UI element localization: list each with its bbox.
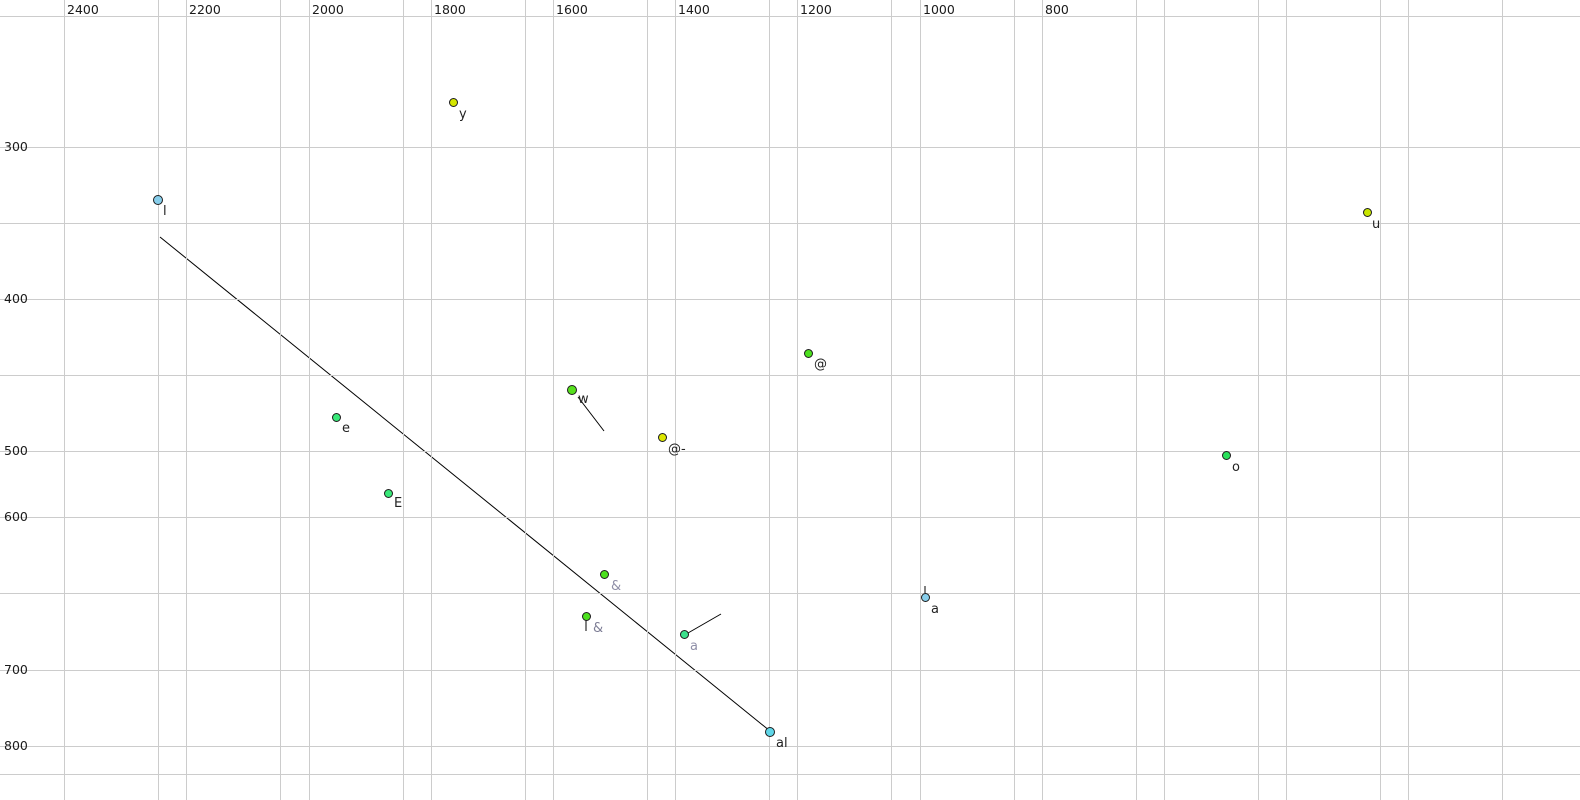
grid-line-vertical	[1042, 0, 1043, 800]
grid-line-vertical	[186, 0, 187, 800]
data-point[interactable]	[803, 348, 813, 358]
grid-line-vertical	[891, 0, 892, 800]
data-point-label: w	[578, 392, 589, 407]
x-axis-tick-label: 2200	[189, 2, 221, 17]
data-point[interactable]	[1362, 207, 1372, 217]
data-point-label: @-	[668, 442, 686, 457]
grid-line-horizontal	[0, 147, 1580, 148]
data-point[interactable]	[567, 385, 577, 395]
segment-a	[687, 613, 722, 634]
grid-line-horizontal	[0, 451, 1580, 452]
grid-line-horizontal	[0, 223, 1580, 224]
data-point[interactable]	[331, 412, 341, 422]
grid-line-horizontal	[0, 593, 1580, 594]
grid-line-horizontal	[0, 746, 1580, 747]
x-axis-tick-label: 1200	[800, 2, 832, 17]
grid-line-horizontal	[0, 16, 1580, 17]
x-axis-tick-label: 1600	[556, 2, 588, 17]
grid-line-vertical	[1286, 0, 1287, 800]
data-point[interactable]	[1221, 450, 1231, 460]
grid-line-vertical	[158, 0, 159, 800]
data-point[interactable]	[920, 592, 930, 602]
y-axis-tick-label: 400	[4, 291, 28, 306]
y-axis-tick-label: 800	[4, 738, 28, 753]
data-point-label: o	[1232, 460, 1240, 475]
data-point[interactable]	[383, 488, 393, 498]
grid-line-vertical	[1164, 0, 1165, 800]
data-point-label: y	[459, 107, 467, 122]
data-point[interactable]	[448, 97, 458, 107]
y-axis-tick-label: 700	[4, 662, 28, 677]
data-point[interactable]	[599, 569, 609, 579]
x-axis-tick-label: 1400	[678, 2, 710, 17]
grid-line-vertical	[309, 0, 310, 800]
data-point-label: a	[931, 602, 939, 617]
data-point-label: l	[163, 204, 167, 219]
trend-line-l-al	[159, 236, 771, 732]
x-axis-tick-label: 800	[1045, 2, 1069, 17]
grid-line-vertical	[1014, 0, 1015, 800]
grid-line-vertical	[1380, 0, 1381, 800]
grid-line-horizontal	[0, 299, 1580, 300]
x-axis-tick-label: 1800	[434, 2, 466, 17]
grid-line-horizontal	[0, 375, 1580, 376]
data-point[interactable]	[581, 611, 591, 621]
grid-line-vertical	[1258, 0, 1259, 800]
grid-line-vertical	[403, 0, 404, 800]
data-point[interactable]	[679, 629, 689, 639]
grid-line-vertical	[64, 0, 65, 800]
data-point-label: E	[394, 496, 403, 511]
y-axis-tick-label: 500	[4, 443, 28, 458]
data-point[interactable]	[657, 432, 667, 442]
grid-line-vertical	[1502, 0, 1503, 800]
grid-line-vertical	[675, 0, 676, 800]
data-point[interactable]	[153, 195, 163, 205]
x-axis-tick-label: 2000	[312, 2, 344, 17]
data-point-label: &	[611, 579, 622, 594]
grid-line-vertical	[525, 0, 526, 800]
y-axis-tick-label: 600	[4, 509, 28, 524]
x-axis-tick-label: 2400	[67, 2, 99, 17]
data-point-label: u	[1372, 217, 1381, 232]
grid-line-vertical	[431, 0, 432, 800]
y-axis-tick-label: 300	[4, 139, 28, 154]
grid-line-vertical	[797, 0, 798, 800]
data-point-label: e	[342, 421, 350, 436]
grid-line-vertical	[920, 0, 921, 800]
grid-line-horizontal	[0, 670, 1580, 671]
data-point-label: &	[593, 621, 604, 636]
data-point[interactable]	[765, 727, 775, 737]
grid-line-vertical	[647, 0, 648, 800]
data-point-label: @	[814, 357, 827, 372]
data-point-label: al	[776, 736, 788, 751]
grid-line-vertical	[1136, 0, 1137, 800]
grid-line-vertical	[1408, 0, 1409, 800]
grid-line-vertical	[280, 0, 281, 800]
data-point-label: a	[690, 639, 698, 654]
x-axis-tick-label: 1000	[923, 2, 955, 17]
grid-line-horizontal	[0, 774, 1580, 775]
grid-line-vertical	[553, 0, 554, 800]
grid-line-vertical	[769, 0, 770, 800]
grid-line-horizontal	[0, 517, 1580, 518]
